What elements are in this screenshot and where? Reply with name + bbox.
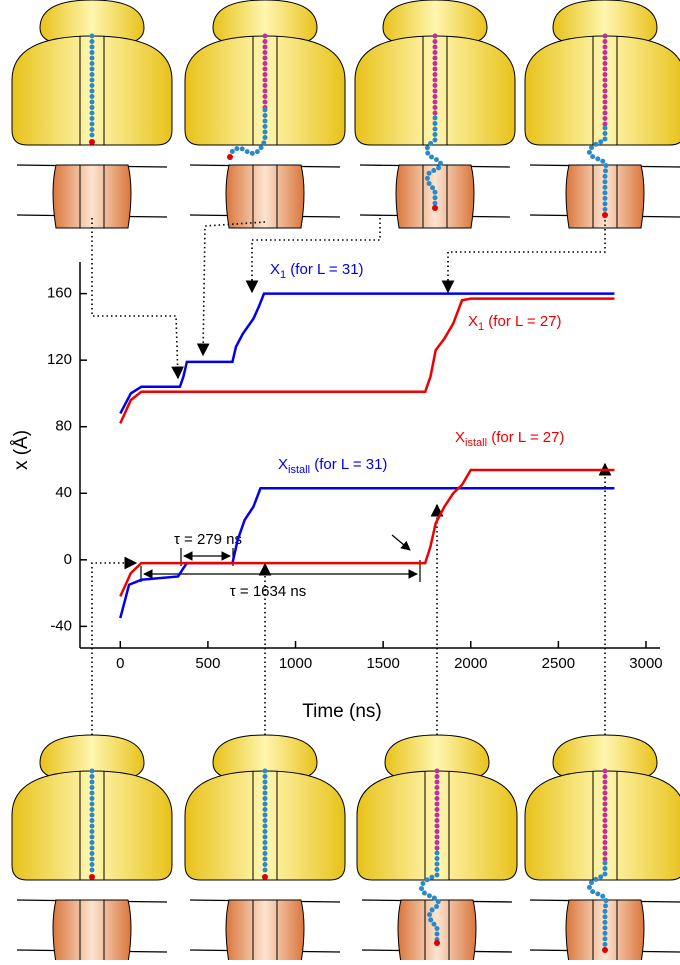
diagram [184,0,346,229]
label-sub: 1 [478,321,484,333]
line [119,292,615,414]
x-axis-label: Time (ns) [302,701,382,722]
series-label: Xistall (for L = 27) [455,429,564,449]
y-tick-label: 80 [55,418,72,435]
label-sub: 1 [280,269,286,281]
annotation: τ = 1634 ns [230,583,306,600]
label-sub: istall [288,464,310,476]
y-tick-label: 40 [55,484,72,501]
x-tick-label: 2500 [542,655,575,672]
line [119,487,615,619]
tau-markers [140,534,421,582]
diagram [11,734,173,964]
diagram [354,0,516,229]
label-main: X [468,313,478,330]
label-rest: (for L = 31) [286,261,363,278]
x-tick-label: 500 [195,655,220,672]
diagram [524,734,680,964]
y-tick-label: 160 [47,285,72,302]
x-tick-label: 1500 [366,655,399,672]
diagram [184,734,346,964]
x-tick-label: 2000 [454,655,487,672]
x-tick-label: 1000 [279,655,312,672]
series-label: X1 (for L = 31) [270,261,364,281]
annotation: τ = 279 ns [174,531,242,548]
line [119,468,615,597]
diagram [356,734,518,964]
label-rest: (for L = 31) [310,456,387,473]
label-main: X [278,456,288,473]
connectors [91,218,612,735]
y-tick-label: 120 [47,351,72,368]
y-tick-label: -40 [50,617,72,634]
label-rest: (for L = 27) [484,313,561,330]
line [119,297,615,424]
diagram [524,0,680,229]
label-sub: istall [465,437,487,449]
label-main: X [270,261,280,278]
x-tick-label: 0 [116,655,124,672]
x-tick-label: 3000 [629,655,662,672]
series-label: Xistall (for L = 31) [278,456,387,476]
diagram [11,0,173,229]
label-main: X [455,429,465,446]
label-rest: (for L = 27) [487,429,564,446]
series-label: X1 (for L = 27) [468,313,562,333]
y-tick-label: 0 [64,551,72,568]
y-axis-label: x (Å) [11,430,32,470]
